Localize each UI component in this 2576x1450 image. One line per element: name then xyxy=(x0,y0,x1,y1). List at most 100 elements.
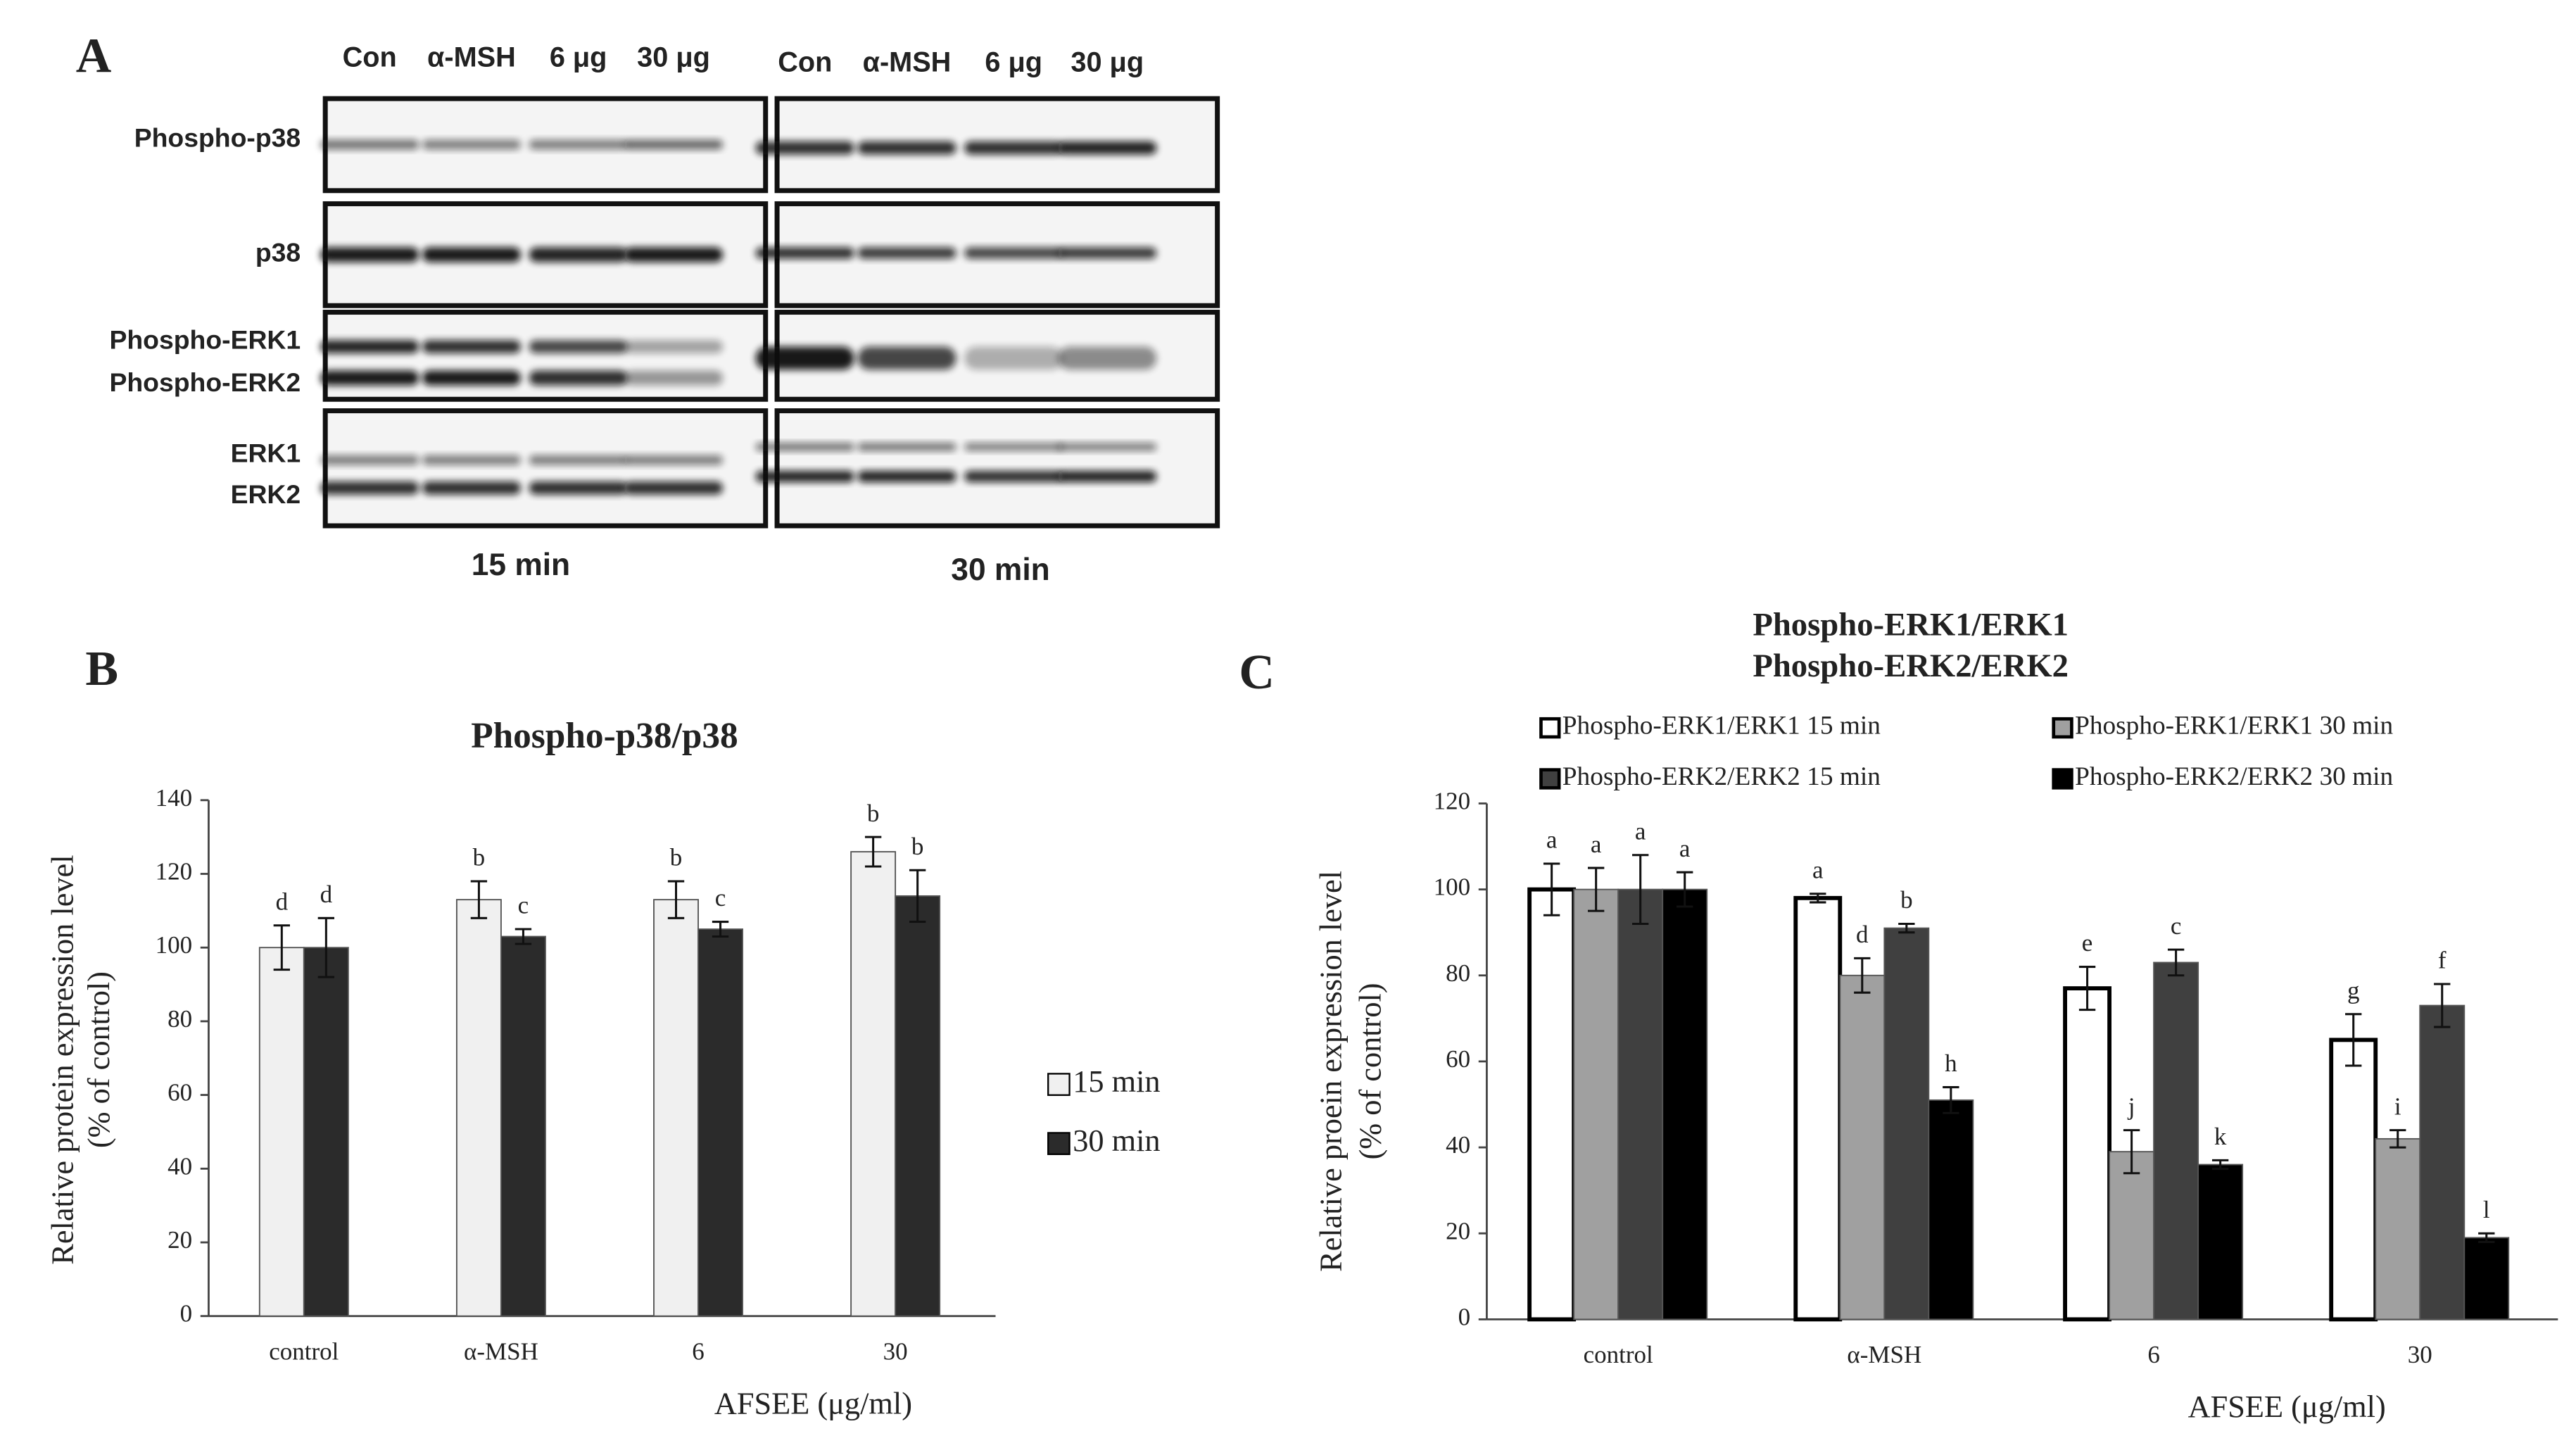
y-tick-label: 100 xyxy=(1434,874,1471,901)
significance-letter: b xyxy=(1900,886,1913,914)
significance-letter: g xyxy=(2347,976,2360,1004)
significance-letter: a xyxy=(1635,817,1646,845)
y-tick-label: 120 xyxy=(156,858,193,885)
blot-band xyxy=(320,340,419,353)
chart-title: Phospho-ERK2/ERK2 xyxy=(1753,648,2069,684)
significance-letter: b xyxy=(867,800,880,827)
significance-letter: e xyxy=(2082,929,2093,957)
blot-band xyxy=(529,139,628,150)
bar xyxy=(303,947,349,1317)
significance-letter: f xyxy=(2438,947,2446,974)
legend-label: Phospho-ERK2/ERK2 30 min xyxy=(2075,762,2393,791)
bar xyxy=(2197,1164,2244,1320)
significance-letter: b xyxy=(473,844,486,871)
x-tick-label: α-MSH xyxy=(464,1337,538,1365)
blot-band xyxy=(320,481,419,495)
significance-letter: a xyxy=(1591,831,1602,858)
blot-band xyxy=(422,370,521,386)
bar xyxy=(850,851,897,1317)
blot-band xyxy=(1058,247,1157,259)
blot-band xyxy=(964,470,1063,483)
lane-label: α-MSH xyxy=(863,47,952,78)
bar xyxy=(2063,986,2112,1322)
western-blot xyxy=(320,96,1220,529)
y-tick-label: 80 xyxy=(1446,959,1470,987)
blot-frame xyxy=(774,408,1220,529)
bar xyxy=(500,935,546,1317)
chart-title: Phospho-ERK1/ERK1 xyxy=(1753,606,2069,643)
blot-band xyxy=(320,139,419,150)
bar xyxy=(455,899,502,1317)
y-tick-label: 60 xyxy=(1446,1045,1470,1073)
x-tick-label: 6 xyxy=(692,1337,704,1365)
blot-band xyxy=(529,481,628,495)
legend-label: 30 min xyxy=(1073,1123,1160,1158)
legend-label: Phospho-ERK2/ERK2 15 min xyxy=(1562,762,1881,791)
blot-band xyxy=(1058,470,1157,483)
row-label: Phospho-p38 xyxy=(134,122,301,152)
blot-band xyxy=(422,139,521,150)
blot-band xyxy=(624,247,724,263)
bar xyxy=(1839,974,1886,1320)
x-axis-label: AFSEE (μg/ml) xyxy=(2188,1389,2386,1424)
y-tick-label: 40 xyxy=(168,1152,192,1180)
y-tick-label: 40 xyxy=(1446,1131,1470,1159)
bar xyxy=(2463,1237,2510,1320)
bar xyxy=(2153,962,2199,1320)
bar xyxy=(653,899,699,1317)
chart-title: Phospho-p38/p38 xyxy=(471,716,738,756)
panel-letter: B xyxy=(85,642,118,696)
time-label: 15 min xyxy=(472,548,570,582)
significance-letter: b xyxy=(911,833,924,860)
significance-letter: l xyxy=(2483,1196,2490,1223)
blot-band xyxy=(529,340,628,353)
significance-letter: a xyxy=(1679,835,1691,862)
blot-band xyxy=(1058,443,1157,451)
blot-band xyxy=(624,370,724,386)
x-tick-label: control xyxy=(269,1337,339,1365)
blot-band xyxy=(422,481,521,495)
lane-label: 30 μg xyxy=(1071,47,1144,78)
significance-letter: k xyxy=(2214,1123,2227,1150)
significance-letter: c xyxy=(2171,912,2182,940)
blot-band xyxy=(755,141,854,155)
bar xyxy=(2109,1151,2155,1320)
x-tick-label: 30 xyxy=(2408,1341,2432,1368)
y-tick-label: 20 xyxy=(168,1226,192,1254)
blot-band xyxy=(422,247,521,263)
blot-band xyxy=(964,141,1063,155)
bar xyxy=(895,895,941,1317)
blot-band xyxy=(755,470,854,483)
significance-letter: a xyxy=(1546,826,1558,854)
y-tick-label: 0 xyxy=(1458,1303,1471,1330)
significance-letter: c xyxy=(715,884,726,912)
x-tick-label: 30 xyxy=(883,1337,908,1365)
lane-label: Con xyxy=(343,42,397,73)
blot-band xyxy=(320,247,419,263)
x-tick-label: α-MSH xyxy=(1847,1341,1921,1368)
blot-band xyxy=(624,455,724,465)
blot-band xyxy=(857,346,956,370)
blot-band xyxy=(857,141,956,155)
blot-frame xyxy=(322,408,769,529)
bar xyxy=(2329,1038,2378,1322)
lane-label: 6 μg xyxy=(550,42,607,73)
legend-swatch xyxy=(2052,768,2073,790)
y-axis-label: (% of control) xyxy=(81,971,116,1148)
blot-band xyxy=(422,455,521,465)
bar xyxy=(1527,887,1577,1322)
y-tick-label: 100 xyxy=(156,931,193,959)
blot-band xyxy=(857,470,956,483)
significance-letter: d xyxy=(320,881,333,908)
blot-band xyxy=(1058,346,1157,370)
blot-frame xyxy=(322,310,769,402)
x-axis-label: AFSEE (μg/ml) xyxy=(714,1385,912,1420)
y-tick-label: 80 xyxy=(168,1005,192,1033)
significance-letter: b xyxy=(670,844,682,871)
lane-label: 30 μg xyxy=(637,42,710,73)
blot-band xyxy=(755,346,854,370)
blot-band xyxy=(529,370,628,386)
blot-band xyxy=(320,370,419,386)
bar xyxy=(1662,888,1708,1320)
